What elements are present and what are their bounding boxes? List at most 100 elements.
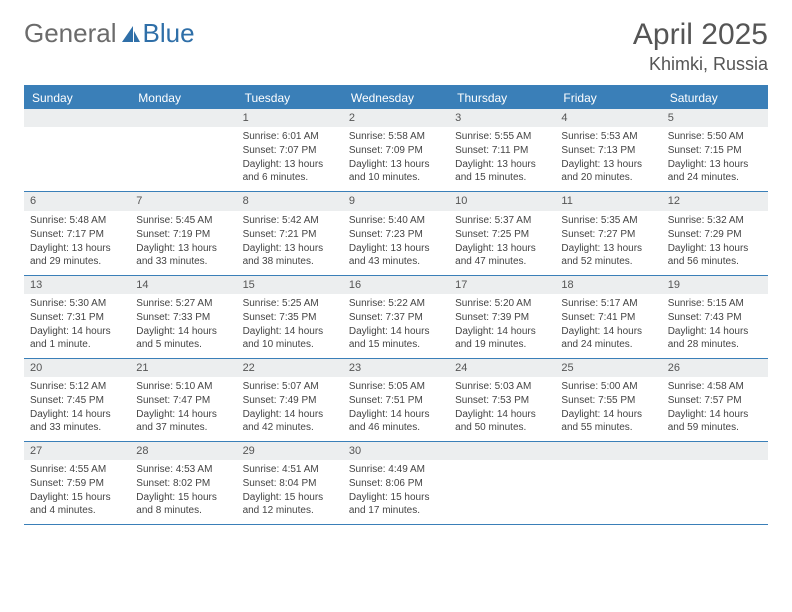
daylight-line: Daylight: 14 hours and 59 minutes. (668, 408, 762, 434)
sunrise-line: Sunrise: 5:25 AM (243, 297, 337, 310)
day-label: Saturday (662, 87, 768, 109)
week-row: 27Sunrise: 4:55 AMSunset: 7:59 PMDayligh… (24, 442, 768, 525)
day-cell: 10Sunrise: 5:37 AMSunset: 7:25 PMDayligh… (449, 192, 555, 274)
day-body: Sunrise: 4:49 AMSunset: 8:06 PMDaylight:… (343, 460, 449, 524)
sunset-line: Sunset: 7:59 PM (30, 477, 124, 490)
sunset-line: Sunset: 7:29 PM (668, 228, 762, 241)
sunrise-line: Sunrise: 5:03 AM (455, 380, 549, 393)
day-cell: 14Sunrise: 5:27 AMSunset: 7:33 PMDayligh… (130, 276, 236, 358)
sunset-line: Sunset: 7:31 PM (30, 311, 124, 324)
daylight-line: Daylight: 13 hours and 29 minutes. (30, 242, 124, 268)
sunrise-line: Sunrise: 5:45 AM (136, 214, 230, 227)
sunrise-line: Sunrise: 5:07 AM (243, 380, 337, 393)
day-cell: 28Sunrise: 4:53 AMSunset: 8:02 PMDayligh… (130, 442, 236, 524)
day-cell: 11Sunrise: 5:35 AMSunset: 7:27 PMDayligh… (555, 192, 661, 274)
sunset-line: Sunset: 7:13 PM (561, 144, 655, 157)
logo-word-1: General (24, 18, 117, 49)
day-cell: 29Sunrise: 4:51 AMSunset: 8:04 PMDayligh… (237, 442, 343, 524)
daylight-line: Daylight: 14 hours and 55 minutes. (561, 408, 655, 434)
day-cell: 24Sunrise: 5:03 AMSunset: 7:53 PMDayligh… (449, 359, 555, 441)
day-cell (130, 109, 236, 191)
day-number: 6 (24, 192, 130, 210)
day-number: 17 (449, 276, 555, 294)
daylight-line: Daylight: 14 hours and 46 minutes. (349, 408, 443, 434)
day-number (555, 442, 661, 460)
day-label: Tuesday (237, 87, 343, 109)
day-number: 20 (24, 359, 130, 377)
day-cell: 2Sunrise: 5:58 AMSunset: 7:09 PMDaylight… (343, 109, 449, 191)
day-number: 23 (343, 359, 449, 377)
day-number: 4 (555, 109, 661, 127)
day-number: 9 (343, 192, 449, 210)
day-cell (24, 109, 130, 191)
daylight-line: Daylight: 15 hours and 4 minutes. (30, 491, 124, 517)
day-number: 25 (555, 359, 661, 377)
day-number: 30 (343, 442, 449, 460)
month-title: April 2025 (633, 18, 768, 52)
daylight-line: Daylight: 15 hours and 17 minutes. (349, 491, 443, 517)
day-cell: 19Sunrise: 5:15 AMSunset: 7:43 PMDayligh… (662, 276, 768, 358)
day-number (130, 109, 236, 127)
day-cell: 3Sunrise: 5:55 AMSunset: 7:11 PMDaylight… (449, 109, 555, 191)
day-cell (555, 442, 661, 524)
sunrise-line: Sunrise: 4:53 AM (136, 463, 230, 476)
sunset-line: Sunset: 7:11 PM (455, 144, 549, 157)
day-number: 22 (237, 359, 343, 377)
daylight-line: Daylight: 13 hours and 33 minutes. (136, 242, 230, 268)
day-body: Sunrise: 5:00 AMSunset: 7:55 PMDaylight:… (555, 377, 661, 441)
day-label: Wednesday (343, 87, 449, 109)
sunset-line: Sunset: 7:47 PM (136, 394, 230, 407)
day-body: Sunrise: 5:45 AMSunset: 7:19 PMDaylight:… (130, 211, 236, 275)
day-body: Sunrise: 5:50 AMSunset: 7:15 PMDaylight:… (662, 127, 768, 191)
sunset-line: Sunset: 7:51 PM (349, 394, 443, 407)
sunrise-line: Sunrise: 5:42 AM (243, 214, 337, 227)
day-body: Sunrise: 5:05 AMSunset: 7:51 PMDaylight:… (343, 377, 449, 441)
day-cell: 4Sunrise: 5:53 AMSunset: 7:13 PMDaylight… (555, 109, 661, 191)
day-cell: 16Sunrise: 5:22 AMSunset: 7:37 PMDayligh… (343, 276, 449, 358)
day-label: Friday (555, 87, 661, 109)
sunset-line: Sunset: 7:23 PM (349, 228, 443, 241)
day-label: Sunday (24, 87, 130, 109)
day-cell: 6Sunrise: 5:48 AMSunset: 7:17 PMDaylight… (24, 192, 130, 274)
sunset-line: Sunset: 7:25 PM (455, 228, 549, 241)
sunrise-line: Sunrise: 5:48 AM (30, 214, 124, 227)
day-header-row: SundayMondayTuesdayWednesdayThursdayFrid… (24, 87, 768, 109)
day-body: Sunrise: 5:32 AMSunset: 7:29 PMDaylight:… (662, 211, 768, 275)
week-row: 1Sunrise: 6:01 AMSunset: 7:07 PMDaylight… (24, 109, 768, 192)
daylight-line: Daylight: 13 hours and 6 minutes. (243, 158, 337, 184)
daylight-line: Daylight: 13 hours and 56 minutes. (668, 242, 762, 268)
sunset-line: Sunset: 8:06 PM (349, 477, 443, 490)
week-row: 20Sunrise: 5:12 AMSunset: 7:45 PMDayligh… (24, 359, 768, 442)
sunrise-line: Sunrise: 5:40 AM (349, 214, 443, 227)
sunrise-line: Sunrise: 5:35 AM (561, 214, 655, 227)
day-number: 15 (237, 276, 343, 294)
sunrise-line: Sunrise: 5:58 AM (349, 130, 443, 143)
day-label: Thursday (449, 87, 555, 109)
sunset-line: Sunset: 7:33 PM (136, 311, 230, 324)
daylight-line: Daylight: 14 hours and 24 minutes. (561, 325, 655, 351)
sunset-line: Sunset: 8:04 PM (243, 477, 337, 490)
sunset-line: Sunset: 7:07 PM (243, 144, 337, 157)
day-number (662, 442, 768, 460)
sunset-line: Sunset: 7:39 PM (455, 311, 549, 324)
sunset-line: Sunset: 7:55 PM (561, 394, 655, 407)
sunrise-line: Sunrise: 5:15 AM (668, 297, 762, 310)
sunrise-line: Sunrise: 4:58 AM (668, 380, 762, 393)
day-number: 8 (237, 192, 343, 210)
sunset-line: Sunset: 7:49 PM (243, 394, 337, 407)
sunset-line: Sunset: 7:27 PM (561, 228, 655, 241)
day-cell: 8Sunrise: 5:42 AMSunset: 7:21 PMDaylight… (237, 192, 343, 274)
sunset-line: Sunset: 7:45 PM (30, 394, 124, 407)
day-cell: 18Sunrise: 5:17 AMSunset: 7:41 PMDayligh… (555, 276, 661, 358)
daylight-line: Daylight: 14 hours and 33 minutes. (30, 408, 124, 434)
day-cell: 1Sunrise: 6:01 AMSunset: 7:07 PMDaylight… (237, 109, 343, 191)
sunrise-line: Sunrise: 5:00 AM (561, 380, 655, 393)
day-number (449, 442, 555, 460)
sunrise-line: Sunrise: 5:12 AM (30, 380, 124, 393)
day-cell: 26Sunrise: 4:58 AMSunset: 7:57 PMDayligh… (662, 359, 768, 441)
sunrise-line: Sunrise: 4:55 AM (30, 463, 124, 476)
day-body: Sunrise: 5:48 AMSunset: 7:17 PMDaylight:… (24, 211, 130, 275)
day-number: 29 (237, 442, 343, 460)
daylight-line: Daylight: 13 hours and 38 minutes. (243, 242, 337, 268)
calendar: SundayMondayTuesdayWednesdayThursdayFrid… (24, 85, 768, 525)
